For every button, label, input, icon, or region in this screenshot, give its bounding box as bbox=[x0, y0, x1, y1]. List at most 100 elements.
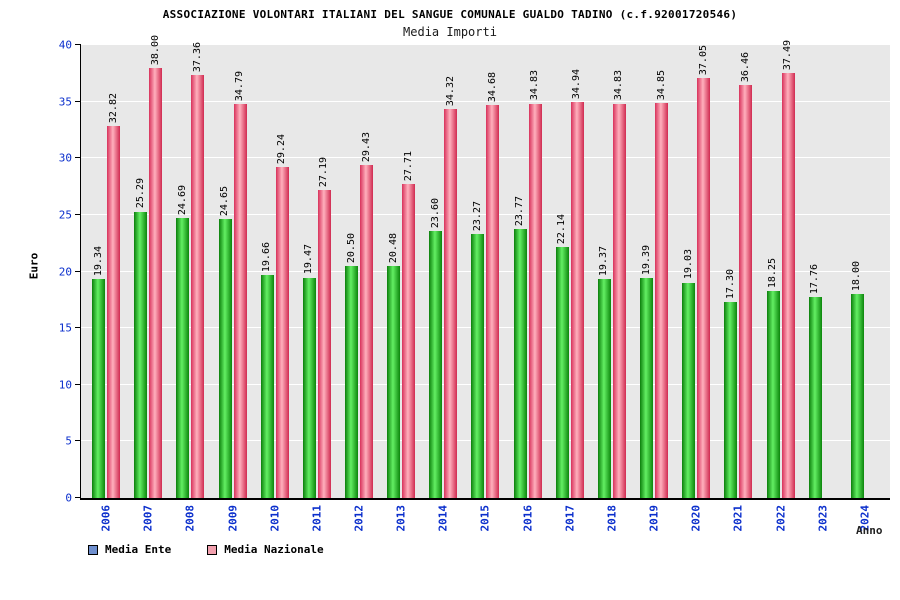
y-tick-mark bbox=[75, 213, 81, 215]
year-group-2018: 19.37 34.83 2018 bbox=[591, 45, 633, 532]
legend-item-media-nazionale: Media Nazionale bbox=[207, 543, 324, 556]
bar-media-nazionale: 37.36 bbox=[191, 42, 205, 498]
bar-value-label: 34.94 bbox=[571, 69, 583, 100]
bar-media-nazionale: 27.19 bbox=[317, 157, 331, 498]
x-tick-label: 2012 bbox=[352, 505, 366, 532]
bar-value-label: 37.36 bbox=[191, 41, 203, 72]
bar-media-ente: 17.76 bbox=[808, 264, 822, 498]
bar-media-nazionale: 34.85 bbox=[655, 70, 669, 498]
y-tick-label: 15 bbox=[58, 321, 72, 335]
bar-media-nazionale: 34.94 bbox=[570, 69, 584, 498]
bar-media-ente: 24.65 bbox=[218, 186, 232, 498]
y-tick-mark bbox=[75, 44, 81, 45]
y-tick-label: 0 bbox=[65, 491, 72, 505]
year-group-2016: 23.77 34.83 2016 bbox=[507, 45, 549, 532]
x-tick-label: 2013 bbox=[394, 505, 408, 532]
x-tick-label: 2023 bbox=[816, 505, 830, 532]
bar-media-ente: 18.00 bbox=[850, 261, 864, 498]
y-tick-mark bbox=[75, 497, 81, 498]
bar-media-ente: 19.47 bbox=[302, 244, 316, 498]
y-tick-label: 30 bbox=[58, 151, 72, 165]
gridline bbox=[81, 44, 890, 45]
bar-value-label: 32.82 bbox=[107, 93, 119, 124]
bar-media-ente: 17.30 bbox=[724, 269, 738, 498]
year-group-2008: 24.69 37.36 2008 bbox=[169, 42, 211, 532]
bar-value-label: 17.76 bbox=[809, 263, 821, 294]
x-axis-title: Anno bbox=[856, 524, 883, 537]
gridline bbox=[81, 270, 890, 272]
bar-value-label: 22.14 bbox=[556, 214, 568, 245]
x-tick-label: 2016 bbox=[521, 505, 535, 532]
year-group-2017: 22.14 34.94 2017 bbox=[549, 45, 591, 532]
bar-value-label: 29.24 bbox=[276, 133, 288, 164]
year-group-2024: 18.00 2024 bbox=[844, 45, 886, 532]
bar-value-label: 38.00 bbox=[149, 34, 161, 65]
x-tick-label: 2014 bbox=[436, 505, 450, 532]
bar-media-ente: 19.37 bbox=[597, 246, 611, 498]
bar-media-ente: 20.48 bbox=[387, 233, 401, 498]
bar-value-label: 24.69 bbox=[176, 185, 188, 216]
bar-value-label: 37.49 bbox=[782, 40, 794, 71]
y-tick-label: 40 bbox=[58, 38, 72, 52]
bar-value-label: 19.39 bbox=[640, 245, 652, 276]
bar-media-ente: 22.14 bbox=[555, 214, 569, 498]
year-group-2020: 19.03 37.05 2020 bbox=[675, 45, 717, 532]
bar-value-label: 19.47 bbox=[303, 244, 315, 275]
bar-media-ente: 23.60 bbox=[429, 198, 443, 498]
bar-media-ente: 23.77 bbox=[513, 196, 527, 498]
year-group-2013: 20.48 27.71 2013 bbox=[380, 45, 422, 532]
bar-media-ente: 19.34 bbox=[92, 246, 106, 498]
year-group-2010: 19.66 29.24 2010 bbox=[254, 45, 296, 532]
x-tick-label: 2015 bbox=[478, 505, 492, 532]
x-tick-label: 2022 bbox=[774, 505, 788, 532]
legend-swatch bbox=[207, 544, 218, 555]
year-group-2006: 19.34 32.82 2006 bbox=[85, 45, 127, 532]
bar-value-label: 18.25 bbox=[767, 258, 779, 289]
bar-media-ente: 19.66 bbox=[260, 242, 274, 498]
legend-label: Media Ente bbox=[105, 543, 172, 556]
year-group-2009: 24.65 34.79 2009 bbox=[211, 45, 253, 532]
y-tick-label: 25 bbox=[58, 208, 72, 222]
year-group-2014: 23.60 34.32 2014 bbox=[422, 45, 464, 532]
x-tick-label: 2010 bbox=[268, 505, 282, 532]
bar-value-label: 36.46 bbox=[739, 51, 751, 83]
year-group-2011: 19.47 27.19 2011 bbox=[296, 45, 338, 532]
gridline bbox=[81, 440, 890, 442]
y-axis-labels: 0 5 10 15 20 25 30 35 40 bbox=[0, 39, 72, 505]
bar-media-nazionale: 36.46 bbox=[739, 52, 753, 498]
bar-media-ente: 18.25 bbox=[766, 258, 780, 498]
bar-value-label: 34.79 bbox=[234, 70, 246, 102]
x-tick-label: 2021 bbox=[731, 505, 745, 532]
gridline bbox=[81, 383, 890, 385]
bar-media-nazionale: 29.24 bbox=[275, 134, 289, 498]
x-tick-label: 2006 bbox=[99, 505, 113, 532]
bar-media-nazionale: 34.68 bbox=[486, 72, 500, 498]
bar-value-label: 29.43 bbox=[360, 131, 372, 162]
legend: Media Ente Media Nazionale bbox=[88, 543, 324, 556]
y-tick-mark bbox=[75, 327, 81, 329]
chart-title: ASSOCIAZIONE VOLONTARI ITALIANI DEL SANG… bbox=[162, 8, 738, 21]
gridline bbox=[81, 327, 890, 329]
gridline bbox=[81, 157, 890, 159]
bar-value-label: 27.71 bbox=[402, 151, 414, 182]
x-tick-label: 2020 bbox=[689, 505, 703, 532]
y-tick-label: 35 bbox=[58, 95, 72, 109]
bar-value-label: 23.27 bbox=[471, 201, 483, 232]
gridline bbox=[81, 213, 890, 215]
year-group-2015: 23.27 34.68 2015 bbox=[464, 45, 506, 532]
bar-value-label: 19.66 bbox=[261, 242, 273, 273]
gridline bbox=[81, 100, 890, 102]
y-tick-mark bbox=[75, 383, 81, 385]
bar-media-nazionale: 27.71 bbox=[402, 151, 416, 498]
bar-media-nazionale: 38.00 bbox=[149, 35, 163, 498]
bar-media-ente: 24.69 bbox=[176, 185, 190, 498]
bar-value-label: 20.50 bbox=[345, 232, 357, 263]
bar-value-label: 23.77 bbox=[514, 195, 526, 226]
year-group-2021: 17.30 36.46 2021 bbox=[717, 45, 759, 532]
x-tick-label: 2019 bbox=[647, 505, 661, 532]
x-tick-label: 2011 bbox=[310, 505, 324, 532]
bar-value-label: 18.00 bbox=[851, 261, 863, 292]
bar-media-nazionale: 34.83 bbox=[612, 70, 626, 498]
y-tick-mark bbox=[75, 440, 81, 442]
